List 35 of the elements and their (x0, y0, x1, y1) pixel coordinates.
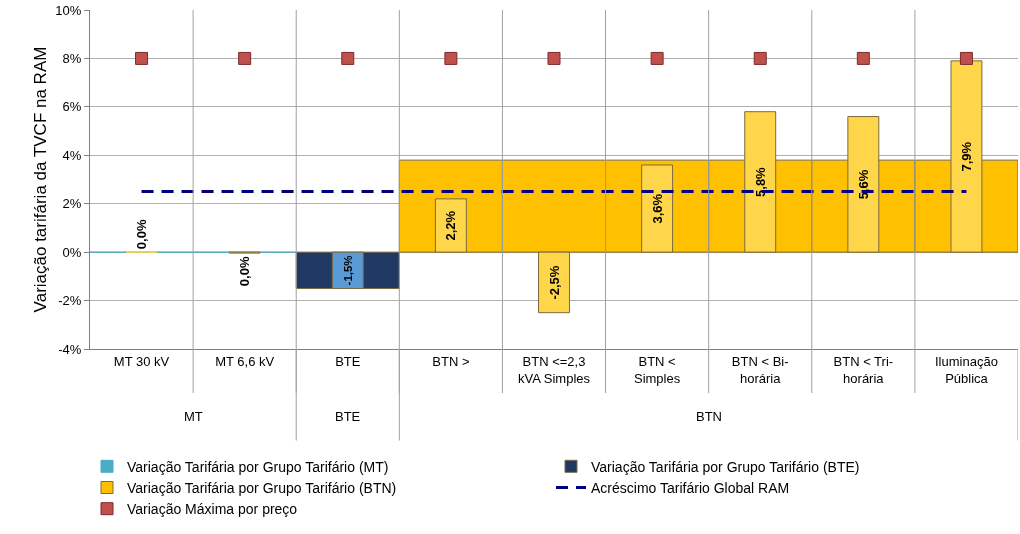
data-label: 0,0% (237, 256, 253, 287)
x-tick-label: Iluminação Pública (935, 353, 998, 386)
data-label: 0,0% (134, 219, 150, 250)
text: BTE (335, 409, 361, 424)
y-tick-label: -2% (58, 293, 82, 309)
data-label: 5,6% (855, 169, 871, 200)
legend-label: Variação Tarifária por Grupo Tarifário (BTN) (127, 479, 397, 496)
x-tick-label: BTN < Simples (633, 353, 681, 386)
y-tick-label: 0% (62, 244, 82, 260)
x-tick-label: BTN > (432, 353, 470, 369)
x-tick-label: BTN < Bi-horária (731, 353, 789, 386)
legend-label: Variação Tarifária por Grupo Tarifário (BTE) (591, 458, 860, 475)
x-tick-label: BTN <=2,3 kVA Simples (517, 353, 591, 386)
text: MT (184, 409, 203, 424)
y-axis-title: Variação tarifária da TVCF na RAM (31, 46, 50, 313)
legend-label: Variação Tarifária por Grupo Tarifário (MT) (127, 458, 389, 475)
data-label: -2,5% (546, 265, 562, 300)
y-tick-label: 10% (55, 2, 82, 18)
data-label: 3,6% (649, 193, 665, 224)
y-tick-label: 4% (62, 147, 82, 163)
x-tick-label: MT 6,6 kV (215, 353, 275, 369)
x-tick-label: MT 30 kV (113, 353, 170, 369)
y-tick-label: 8% (62, 50, 82, 66)
data-label: 7,9% (958, 141, 974, 172)
y-tick-label: -4% (58, 341, 82, 357)
text: BTN (696, 409, 722, 424)
y-tick-label: 6% (62, 99, 82, 115)
y-tick-label: 2% (62, 196, 82, 212)
data-label: 2,2% (443, 210, 459, 241)
legend-label: Variação Máxima por preço (127, 501, 298, 518)
data-label: -1,5% (341, 255, 354, 286)
x-tick-label: BTE (335, 353, 361, 369)
x-tick-label: BTN < Tri-horária (833, 353, 894, 386)
legend-label: Acréscimo Tarifário Global RAM (591, 479, 790, 496)
data-label: 5,8% (752, 166, 768, 197)
